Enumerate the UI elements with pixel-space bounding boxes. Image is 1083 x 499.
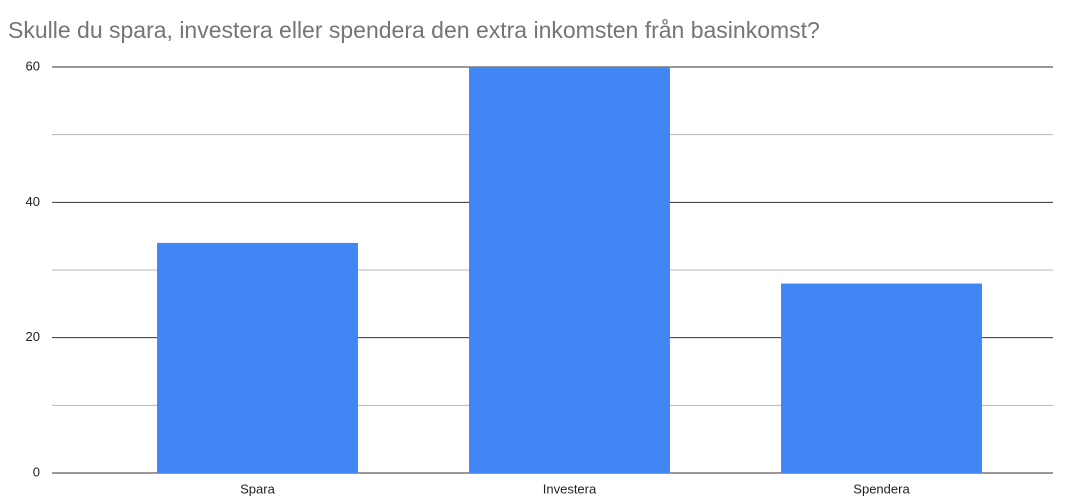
bar (781, 283, 982, 473)
x-tick-label: Spara (240, 481, 275, 496)
bar (469, 67, 670, 473)
y-tick-label: 60 (26, 58, 40, 73)
y-tick-label: 40 (26, 194, 40, 209)
x-tick-label: Investera (543, 481, 597, 496)
y-tick-label: 0 (33, 464, 40, 479)
y-tick-label: 20 (26, 329, 40, 344)
bar (157, 242, 358, 473)
chart-title: Skulle du spara, investera eller spender… (8, 17, 820, 43)
x-tick-label: Spendera (853, 481, 910, 496)
